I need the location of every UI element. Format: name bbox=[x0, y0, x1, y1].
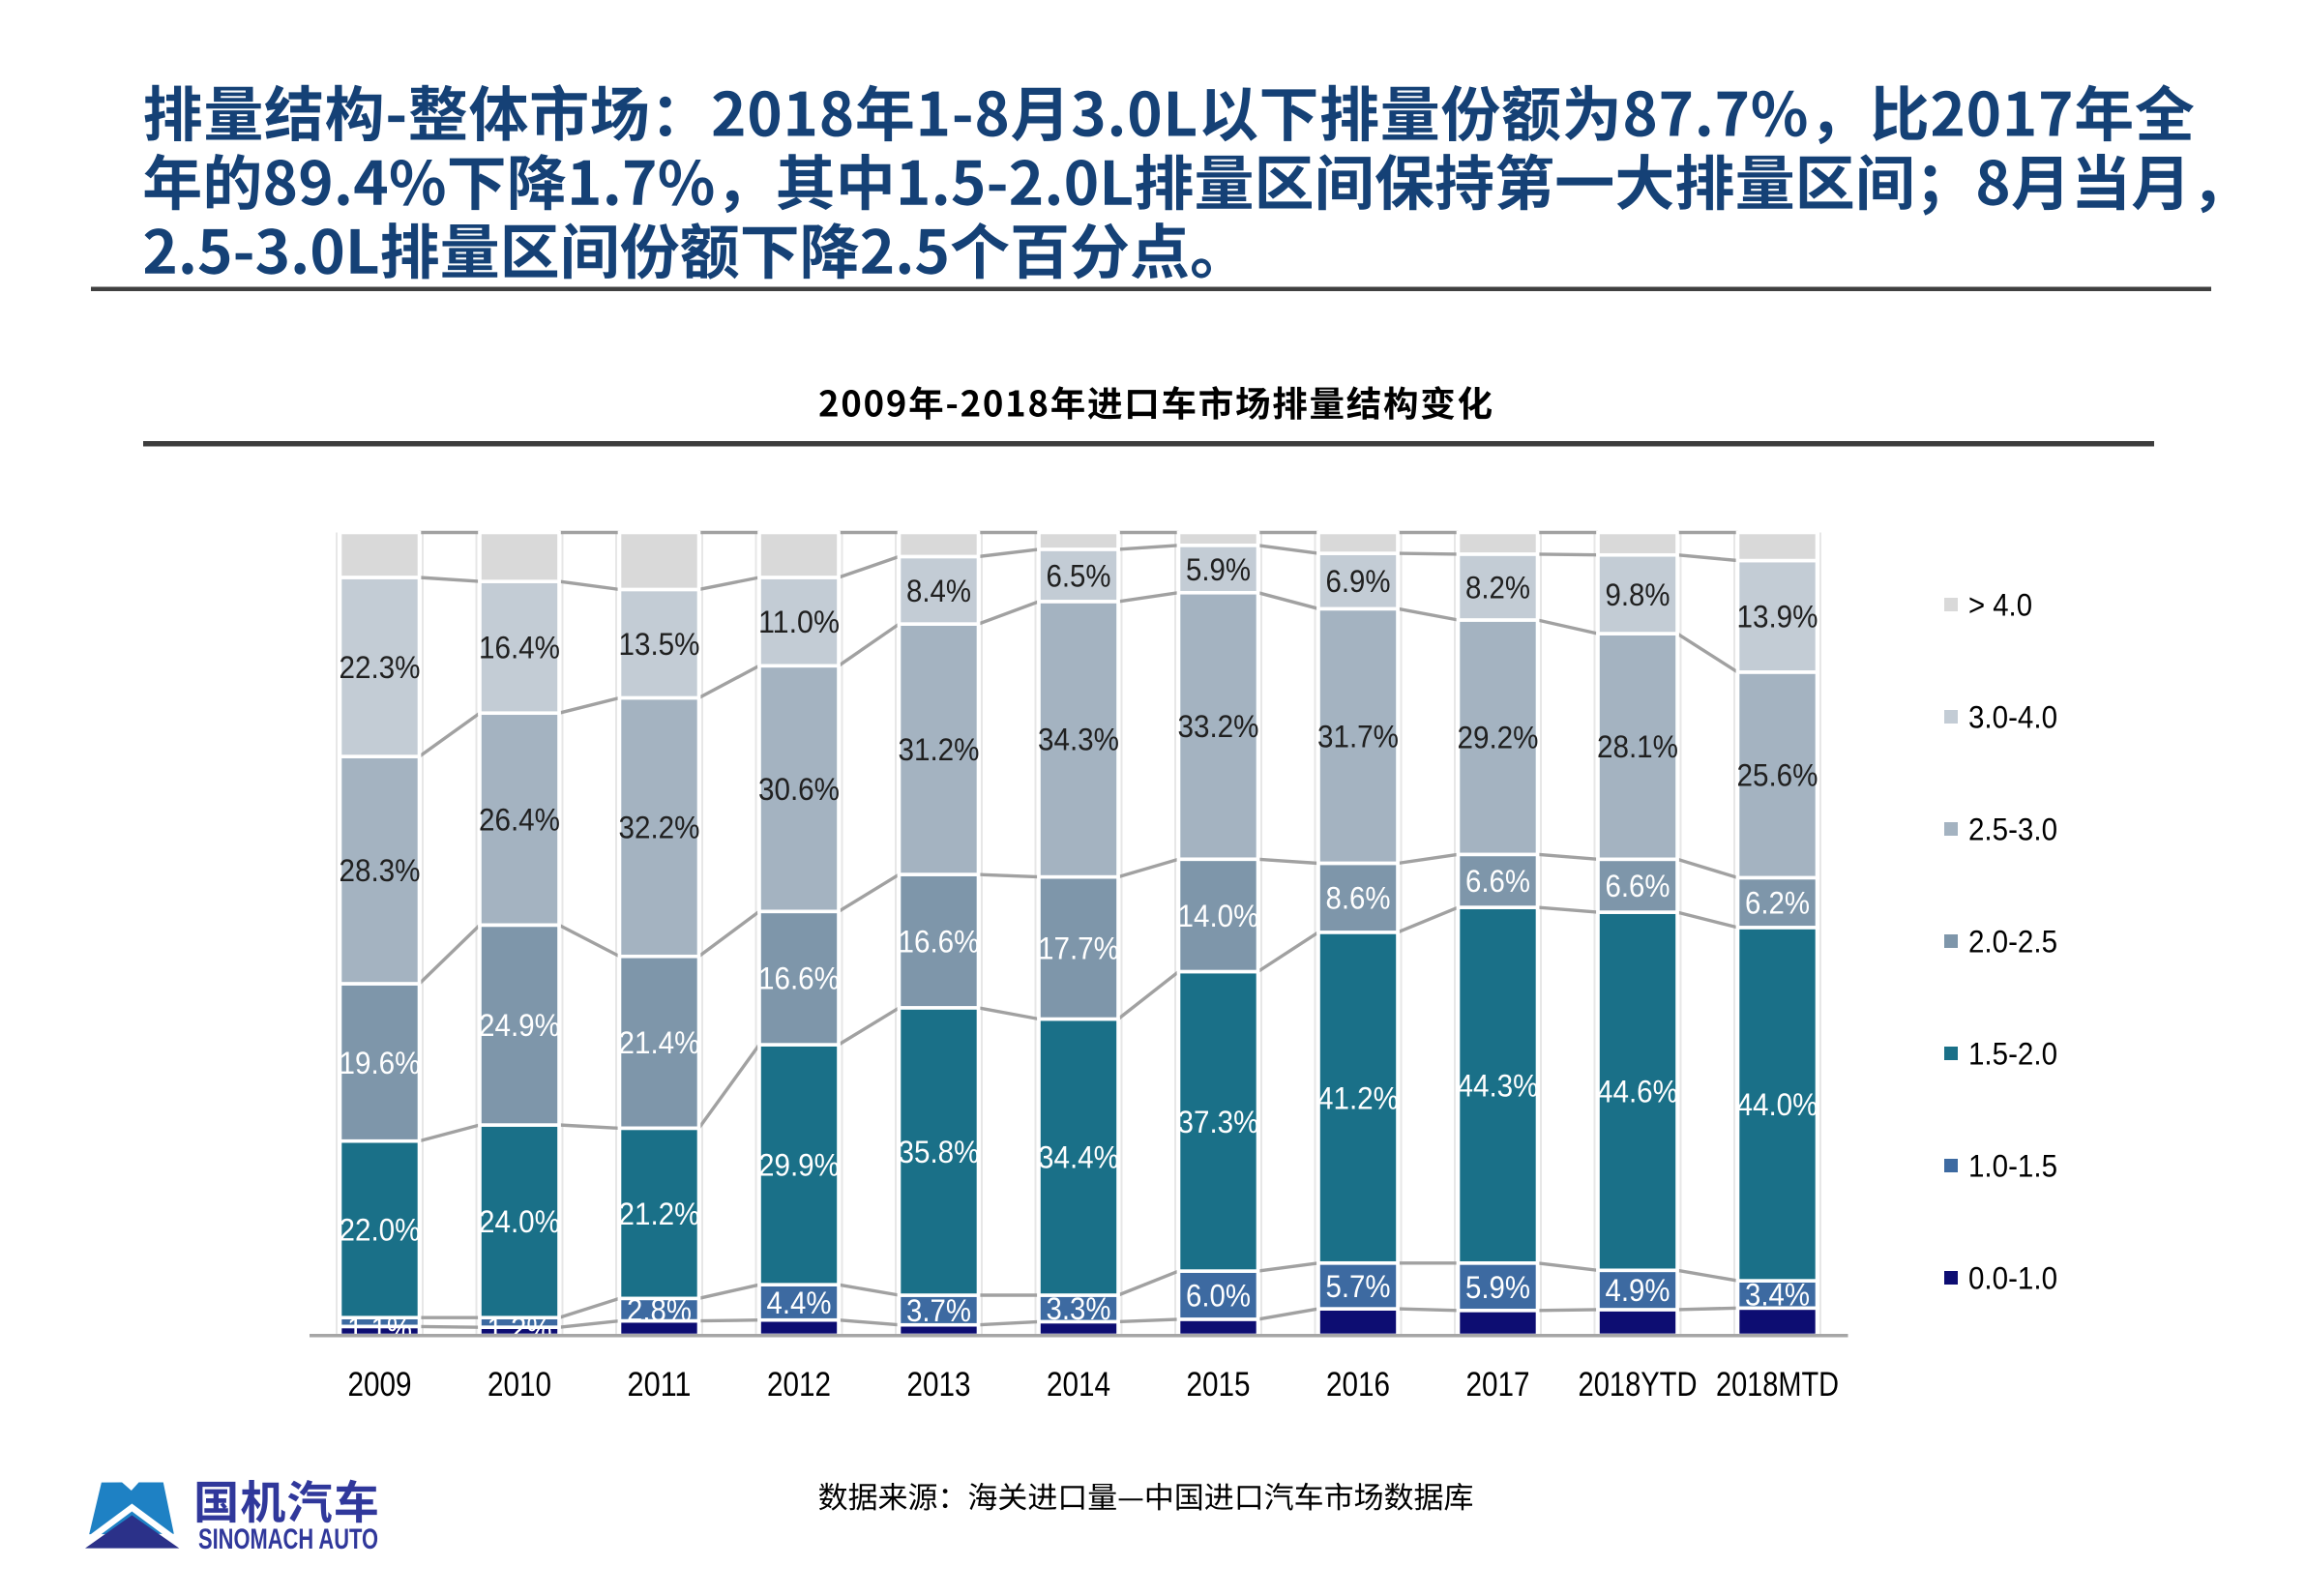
svg-text:44.0%: 44.0% bbox=[1737, 1087, 1818, 1122]
svg-text:3.7%: 3.7% bbox=[906, 1293, 971, 1328]
svg-text:26.4%: 26.4% bbox=[479, 802, 560, 837]
svg-text:13.9%: 13.9% bbox=[1737, 600, 1818, 635]
svg-text:2015: 2015 bbox=[1187, 1366, 1251, 1404]
svg-text:11.0%: 11.0% bbox=[758, 605, 840, 639]
svg-text:5.9%: 5.9% bbox=[1186, 552, 1251, 587]
svg-text:4.4%: 4.4% bbox=[767, 1286, 832, 1320]
svg-text:3.4%: 3.4% bbox=[1745, 1278, 1810, 1313]
svg-text:2016: 2016 bbox=[1326, 1366, 1390, 1404]
svg-text:31.7%: 31.7% bbox=[1317, 719, 1399, 754]
svg-text:8.4%: 8.4% bbox=[906, 574, 971, 608]
svg-text:2011: 2011 bbox=[628, 1366, 692, 1404]
svg-text:2.8%: 2.8% bbox=[627, 1292, 692, 1327]
svg-text:6.6%: 6.6% bbox=[1465, 864, 1530, 899]
svg-text:28.3%: 28.3% bbox=[340, 853, 421, 888]
svg-text:8.6%: 8.6% bbox=[1326, 881, 1391, 916]
svg-text:1.5-2.0: 1.5-2.0 bbox=[1968, 1037, 2057, 1072]
svg-text:22.0%: 22.0% bbox=[340, 1212, 421, 1247]
svg-text:24.0%: 24.0% bbox=[479, 1204, 560, 1239]
svg-text:3.0-4.0: 3.0-4.0 bbox=[1968, 700, 2057, 735]
svg-text:28.1%: 28.1% bbox=[1597, 729, 1678, 764]
svg-text:16.4%: 16.4% bbox=[479, 631, 560, 665]
svg-text:6.9%: 6.9% bbox=[1326, 564, 1391, 599]
svg-text:21.4%: 21.4% bbox=[619, 1025, 700, 1060]
svg-text:30.6%: 30.6% bbox=[758, 772, 840, 807]
svg-text:29.2%: 29.2% bbox=[1458, 721, 1539, 755]
svg-text:2.0-2.5: 2.0-2.5 bbox=[1968, 925, 2057, 960]
svg-text:16.6%: 16.6% bbox=[899, 925, 980, 960]
svg-text:2009: 2009 bbox=[348, 1366, 412, 1404]
svg-text:33.2%: 33.2% bbox=[1178, 709, 1259, 744]
svg-text:21.2%: 21.2% bbox=[619, 1197, 700, 1231]
svg-text:34.4%: 34.4% bbox=[1038, 1140, 1119, 1175]
svg-text:17.7%: 17.7% bbox=[1038, 931, 1119, 966]
svg-text:2010: 2010 bbox=[488, 1366, 551, 1404]
svg-text:4.9%: 4.9% bbox=[1606, 1273, 1670, 1308]
svg-text:1.0-1.5: 1.0-1.5 bbox=[1968, 1149, 2057, 1184]
svg-text:25.6%: 25.6% bbox=[1737, 758, 1818, 793]
svg-text:5.7%: 5.7% bbox=[1326, 1269, 1391, 1304]
svg-text:6.5%: 6.5% bbox=[1047, 558, 1111, 593]
svg-text:35.8%: 35.8% bbox=[899, 1135, 980, 1169]
svg-text:29.9%: 29.9% bbox=[758, 1148, 840, 1183]
svg-text:1.1%: 1.1% bbox=[347, 1311, 412, 1345]
svg-text:13.5%: 13.5% bbox=[619, 627, 700, 662]
svg-text:9.8%: 9.8% bbox=[1606, 577, 1670, 612]
svg-text:2014: 2014 bbox=[1047, 1366, 1110, 1404]
svg-text:34.3%: 34.3% bbox=[1038, 723, 1119, 757]
svg-text:32.2%: 32.2% bbox=[619, 811, 700, 845]
svg-text:14.0%: 14.0% bbox=[1178, 899, 1259, 933]
svg-text:8.2%: 8.2% bbox=[1465, 570, 1530, 605]
svg-text:19.6%: 19.6% bbox=[340, 1046, 421, 1080]
svg-text:2012: 2012 bbox=[767, 1366, 831, 1404]
svg-text:41.2%: 41.2% bbox=[1317, 1080, 1399, 1115]
svg-text:44.3%: 44.3% bbox=[1458, 1069, 1539, 1104]
svg-text:37.3%: 37.3% bbox=[1178, 1105, 1259, 1139]
svg-text:3.3%: 3.3% bbox=[1047, 1291, 1111, 1326]
svg-text:16.6%: 16.6% bbox=[758, 961, 840, 996]
svg-text:SINOMACH AUTO: SINOMACH AUTO bbox=[198, 1523, 378, 1555]
svg-text:6.2%: 6.2% bbox=[1745, 886, 1810, 921]
svg-text:6.0%: 6.0% bbox=[1186, 1279, 1251, 1314]
svg-text:2017: 2017 bbox=[1466, 1366, 1530, 1404]
svg-text:2013: 2013 bbox=[907, 1366, 971, 1404]
svg-text:6.6%: 6.6% bbox=[1606, 869, 1670, 903]
svg-text:1.2%: 1.2% bbox=[488, 1312, 552, 1346]
svg-text:2.5-3.0: 2.5-3.0 bbox=[1968, 813, 2057, 847]
svg-text:0.0-1.0: 0.0-1.0 bbox=[1968, 1261, 2057, 1296]
svg-text:> 4.0: > 4.0 bbox=[1968, 588, 2032, 623]
svg-text:31.2%: 31.2% bbox=[899, 732, 980, 767]
svg-text:44.6%: 44.6% bbox=[1597, 1075, 1678, 1109]
svg-text:2018MTD: 2018MTD bbox=[1716, 1366, 1839, 1404]
svg-text:5.9%: 5.9% bbox=[1465, 1270, 1530, 1305]
svg-text:24.9%: 24.9% bbox=[479, 1008, 560, 1043]
svg-text:22.3%: 22.3% bbox=[340, 650, 421, 685]
svg-text:2018YTD: 2018YTD bbox=[1579, 1366, 1698, 1404]
